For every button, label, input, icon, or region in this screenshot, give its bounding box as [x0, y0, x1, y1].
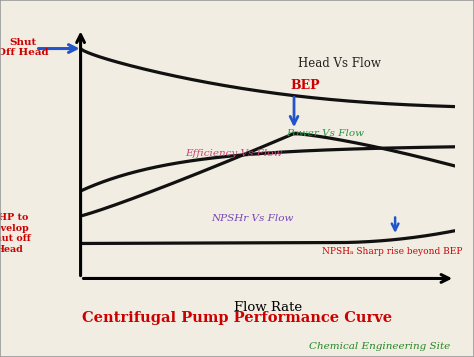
Text: BHP to
develop
Shut off
Head: BHP to develop Shut off Head — [0, 213, 31, 253]
Text: Flow Rate: Flow Rate — [234, 301, 302, 314]
Text: Efficiency Vs Flow: Efficiency Vs Flow — [185, 149, 283, 158]
Text: Chemical Engineering Site: Chemical Engineering Site — [309, 342, 450, 351]
Text: Power Vs Flow: Power Vs Flow — [286, 129, 365, 138]
Text: Head Vs Flow: Head Vs Flow — [298, 57, 381, 70]
Text: BEP: BEP — [291, 79, 320, 92]
Text: Shut
Off Head: Shut Off Head — [0, 37, 48, 57]
Text: Centrifugal Pump Performance Curve: Centrifugal Pump Performance Curve — [82, 311, 392, 325]
Text: NPSHₐ Sharp rise beyond BEP: NPSHₐ Sharp rise beyond BEP — [322, 247, 463, 256]
Text: NPSHr Vs Flow: NPSHr Vs Flow — [211, 214, 294, 223]
